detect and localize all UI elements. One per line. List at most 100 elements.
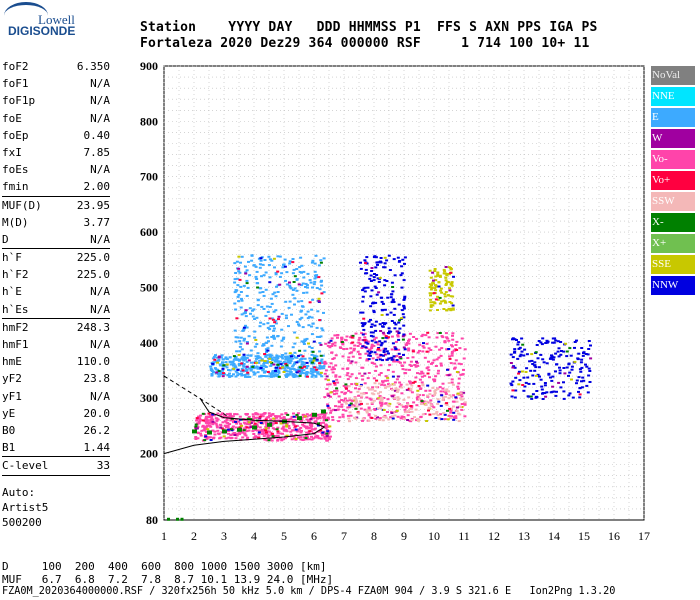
echo-point	[463, 415, 467, 418]
echo-point	[252, 371, 256, 374]
echo-point	[444, 389, 448, 392]
echo-point	[461, 373, 465, 376]
echo-point	[443, 295, 447, 298]
param-value: N/A	[90, 163, 110, 177]
echo-point	[445, 388, 449, 391]
echo-point	[329, 391, 333, 394]
echo-point	[310, 438, 314, 441]
echo-point	[298, 349, 302, 352]
echo-point	[341, 413, 345, 416]
echo-point	[334, 374, 338, 377]
echo-point	[211, 420, 215, 423]
echo-point	[436, 402, 440, 405]
echo-point	[570, 378, 573, 381]
echo-point	[509, 362, 513, 364]
echo-point	[243, 419, 247, 421]
echo-point	[225, 413, 229, 416]
echo-point	[419, 403, 423, 405]
echo-point	[311, 373, 315, 376]
echo-point	[264, 348, 268, 351]
echo-point	[338, 346, 342, 349]
echo-point	[210, 415, 214, 418]
echo-point	[272, 334, 275, 337]
echo-point	[587, 348, 591, 350]
echo-point	[288, 281, 291, 284]
echo-point	[405, 388, 409, 391]
echo-point	[203, 439, 207, 442]
echo-point	[436, 274, 440, 277]
echo-point	[513, 366, 517, 369]
echo-point	[588, 381, 592, 383]
echo-point	[392, 355, 396, 358]
echo-point	[322, 421, 325, 424]
echo-point	[405, 383, 409, 386]
echo-point	[264, 418, 268, 421]
echo-point	[313, 420, 317, 423]
echo-point	[240, 373, 243, 375]
echo-point	[242, 329, 246, 332]
echo-point	[295, 336, 299, 339]
echo-point	[376, 349, 380, 352]
echo-point	[379, 330, 383, 332]
echo-point	[305, 372, 308, 375]
echo-point	[440, 347, 444, 350]
echo-point	[299, 310, 303, 313]
echo-point	[379, 407, 382, 410]
echo-point	[266, 360, 269, 363]
echo-point	[318, 421, 322, 424]
echo-point	[416, 364, 420, 367]
echo-point	[445, 374, 449, 377]
echo-point	[441, 382, 445, 385]
echo-point	[269, 375, 273, 378]
echo-point	[386, 369, 390, 372]
echo-point	[285, 356, 289, 359]
echo-point	[395, 378, 399, 381]
echo-point	[268, 281, 272, 284]
echo-point	[287, 306, 291, 309]
echo-point	[434, 412, 438, 415]
echo-point	[293, 297, 297, 300]
echo-point	[310, 347, 314, 349]
echo-point	[431, 394, 435, 397]
echo-point	[343, 397, 347, 400]
echo-point	[280, 356, 284, 358]
echo-point	[450, 284, 454, 287]
echo-point	[363, 372, 367, 375]
echo-point	[327, 436, 331, 439]
echo-point	[404, 343, 408, 346]
echo-point	[354, 402, 358, 405]
echo-point	[306, 375, 309, 378]
echo-point	[434, 365, 438, 367]
echo-point	[329, 362, 333, 365]
echo-point	[239, 336, 243, 339]
echo-point	[386, 411, 389, 413]
echo-point	[392, 383, 396, 386]
param-key: MUF(D)	[2, 198, 42, 212]
echo-point	[530, 359, 534, 362]
echo-point	[308, 359, 312, 362]
echo-point	[200, 429, 204, 432]
echo-point	[302, 369, 306, 372]
echo-point	[555, 363, 559, 366]
echo-point	[355, 405, 359, 408]
echo-point	[312, 283, 316, 286]
echo-point	[314, 358, 317, 361]
echo-point	[301, 413, 305, 416]
echo-point	[319, 261, 323, 264]
echo-point	[238, 431, 242, 434]
echo-point	[384, 335, 388, 338]
echo-point	[235, 289, 239, 292]
echo-point	[242, 356, 246, 359]
trace-point	[207, 430, 212, 435]
param-value: 33	[96, 459, 110, 473]
echo-point	[359, 311, 363, 314]
echo-point	[263, 360, 267, 362]
echo-point	[341, 355, 345, 358]
echo-point	[582, 351, 586, 354]
echo-point	[386, 296, 390, 299]
echo-point	[392, 258, 396, 261]
echo-point	[415, 419, 418, 422]
echo-point	[265, 354, 269, 357]
echo-point	[418, 397, 422, 400]
echo-point	[378, 340, 382, 343]
